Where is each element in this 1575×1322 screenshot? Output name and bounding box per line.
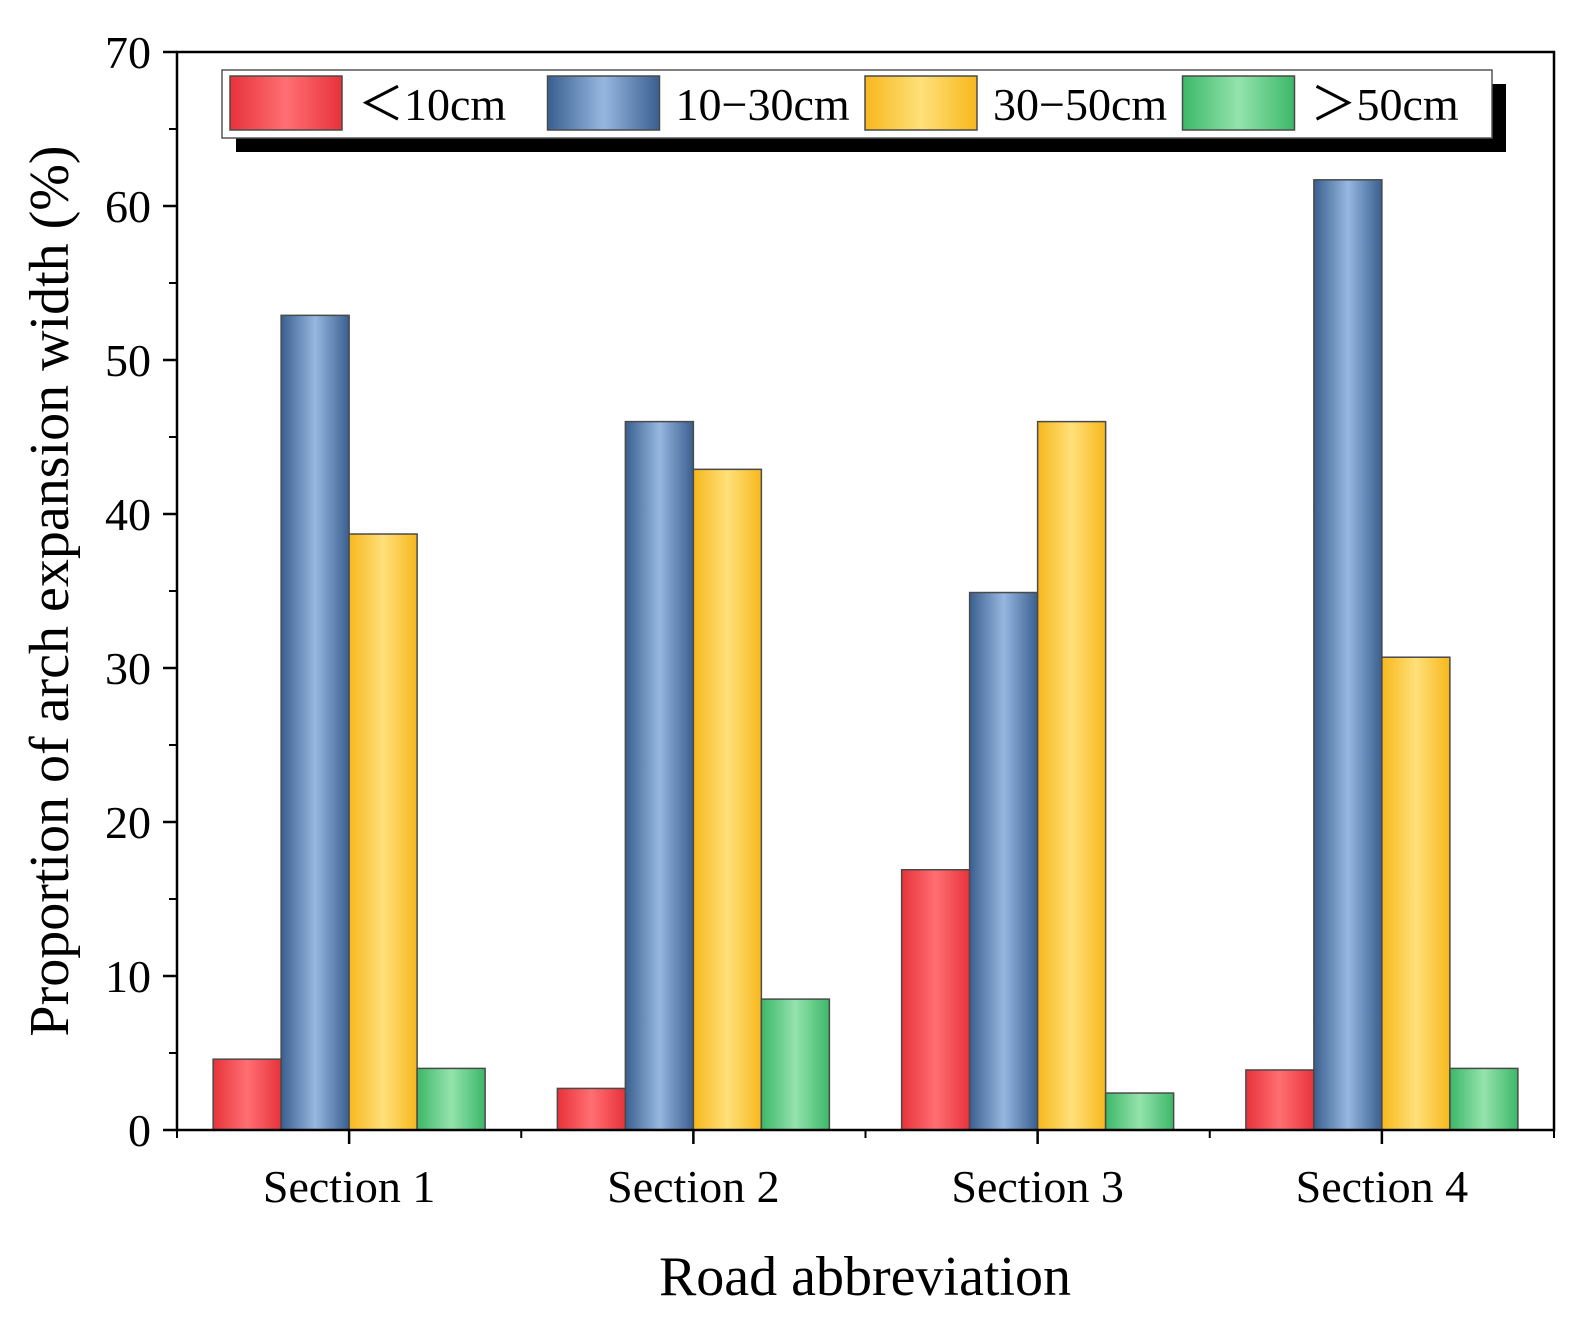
legend-label: 10−30cm — [676, 79, 850, 130]
bar-1-3 — [348, 533, 418, 1131]
x-tick-label: Section 3 — [951, 1161, 1123, 1212]
legend-swatch — [864, 75, 978, 131]
legend-swatch — [229, 75, 343, 131]
bar-3-2 — [968, 591, 1039, 1131]
y-tick-label: 50 — [105, 335, 151, 386]
legend-label: 30−50cm — [993, 79, 1167, 130]
y-tick-label: 30 — [105, 643, 151, 694]
y-axis: 0 10 20 30 40 50 60 70 — [105, 27, 177, 1156]
x-tick-label: Section 2 — [607, 1161, 779, 1212]
y-tick-label: 60 — [105, 181, 151, 232]
x-axis: Section 1 Section 2 Section 3 Section 4 — [176, 1130, 1555, 1212]
bar-4-2 — [1313, 179, 1383, 1131]
bar-4-3 — [1381, 656, 1451, 1131]
bar-4-4 — [1449, 1067, 1519, 1131]
y-axis-title: Proportion of arch expansion width (%) — [19, 145, 81, 1036]
x-axis-title: Road abbreviation — [659, 1246, 1071, 1308]
bar-4-1 — [1245, 1069, 1315, 1131]
legend-label: ＞50cm — [1311, 79, 1459, 130]
bar-3-3 — [1036, 420, 1107, 1131]
y-tick-label: 0 — [128, 1105, 151, 1156]
y-tick-label: 40 — [105, 489, 151, 540]
bar-1-1 — [212, 1058, 282, 1131]
x-tick-label: Section 1 — [263, 1161, 435, 1212]
bar-2-4 — [760, 998, 831, 1131]
legend-label: ＜10cm — [358, 79, 506, 130]
bar-1-2 — [280, 314, 350, 1131]
bars-layer — [212, 179, 1519, 1131]
bar-3-4 — [1104, 1092, 1175, 1131]
y-tick-label: 20 — [105, 797, 151, 848]
legend-swatch — [1181, 75, 1296, 131]
bar-1-4 — [416, 1067, 486, 1131]
legend: ＜10cm 10−30cm 30−50cm ＞50cm — [221, 69, 1506, 152]
legend-swatch — [546, 75, 661, 131]
bar-2-1 — [556, 1087, 627, 1131]
y-tick-label: 70 — [105, 27, 151, 78]
y-tick-label: 10 — [105, 951, 151, 1002]
x-tick-label: Section 4 — [1296, 1161, 1468, 1212]
bar-2-2 — [624, 420, 695, 1131]
bar-2-3 — [692, 468, 763, 1131]
bar-3-1 — [900, 868, 971, 1131]
